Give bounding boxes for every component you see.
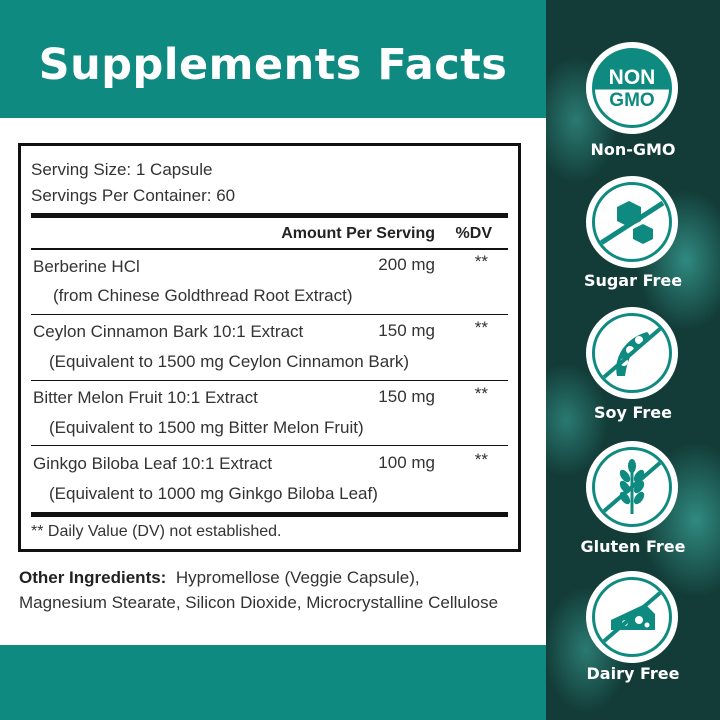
col-dv-header: %DV bbox=[455, 225, 492, 242]
divider bbox=[31, 512, 508, 517]
soybean-icon bbox=[592, 313, 672, 393]
badge-label: Soy Free bbox=[593, 403, 672, 422]
divider bbox=[31, 248, 508, 250]
divider bbox=[31, 380, 508, 381]
nutrient-name: Berberine HCl bbox=[33, 257, 140, 276]
nutrient-dv: ** bbox=[474, 318, 488, 337]
nutrient-amount: 100 mg bbox=[378, 453, 435, 472]
wheat-icon bbox=[592, 447, 672, 527]
col-amount-header: Amount Per Serving bbox=[281, 225, 435, 242]
non-gmo-badge: NON GMO bbox=[586, 42, 678, 134]
non-text: NON bbox=[608, 66, 656, 89]
divider bbox=[31, 445, 508, 446]
badge-label: Dairy Free bbox=[586, 664, 680, 683]
nutrient-name: Bitter Melon Fruit 10:1 Extract bbox=[33, 388, 258, 407]
badge-sidebar: NON GMO Non-GMO Sugar Free Soy Free Glut… bbox=[546, 0, 720, 720]
gmo-text: GMO bbox=[609, 90, 655, 111]
supplement-facts-panel: Serving Size: 1 Capsule Servings Per Con… bbox=[18, 143, 521, 552]
nutrient-dv: ** bbox=[474, 384, 488, 403]
serving-size: Serving Size: 1 Capsule bbox=[31, 160, 213, 179]
servings-per-container: Servings Per Container: 60 bbox=[31, 186, 236, 205]
soy-free-badge bbox=[586, 307, 678, 399]
nutrient-source: (Equivalent to 1500 mg Ceylon Cinnamon B… bbox=[49, 352, 410, 371]
nutrient-name: Ceylon Cinnamon Bark 10:1 Extract bbox=[33, 322, 304, 341]
other-ingredients-label: Other Ingredients: bbox=[19, 568, 167, 587]
sugar-free-badge bbox=[586, 176, 678, 268]
other-ingredients-line1: Hypromellose (Veggie Capsule), bbox=[175, 568, 420, 587]
gluten-free-badge bbox=[586, 441, 678, 533]
nutrient-source: (Equivalent to 1000 mg Ginkgo Biloba Lea… bbox=[49, 484, 378, 503]
footer-band bbox=[0, 645, 546, 720]
header-band bbox=[0, 0, 546, 118]
nutrient-amount: 150 mg bbox=[378, 387, 435, 406]
sugar-cube-icon bbox=[592, 182, 672, 262]
nutrient-source: (from Chinese Goldthread Root Extract) bbox=[53, 286, 353, 305]
other-ingredients: Other Ingredients: Hypromellose (Veggie … bbox=[19, 565, 539, 615]
badge-label: Non-GMO bbox=[590, 140, 676, 159]
non-gmo-icon: NON GMO bbox=[592, 48, 672, 128]
badge-label: Gluten Free bbox=[580, 537, 686, 556]
nutrient-dv: ** bbox=[474, 450, 488, 469]
other-ingredients-line2: Magnesium Stearate, Silicon Dioxide, Mic… bbox=[19, 593, 499, 612]
footnote: ** Daily Value (DV) not established. bbox=[31, 523, 282, 540]
nutrient-amount: 200 mg bbox=[378, 255, 435, 274]
nutrient-dv: ** bbox=[474, 252, 488, 271]
cheese-icon bbox=[592, 577, 672, 657]
dairy-free-badge bbox=[586, 571, 678, 663]
nutrient-amount: 150 mg bbox=[378, 321, 435, 340]
divider bbox=[31, 314, 508, 315]
nutrient-source: (Equivalent to 1500 mg Bitter Melon Frui… bbox=[49, 418, 364, 437]
nutrient-name: Ginkgo Biloba Leaf 10:1 Extract bbox=[33, 454, 273, 473]
divider bbox=[31, 213, 508, 218]
badge-label: Sugar Free bbox=[583, 271, 683, 290]
page-title: Supplements Facts bbox=[38, 40, 508, 90]
